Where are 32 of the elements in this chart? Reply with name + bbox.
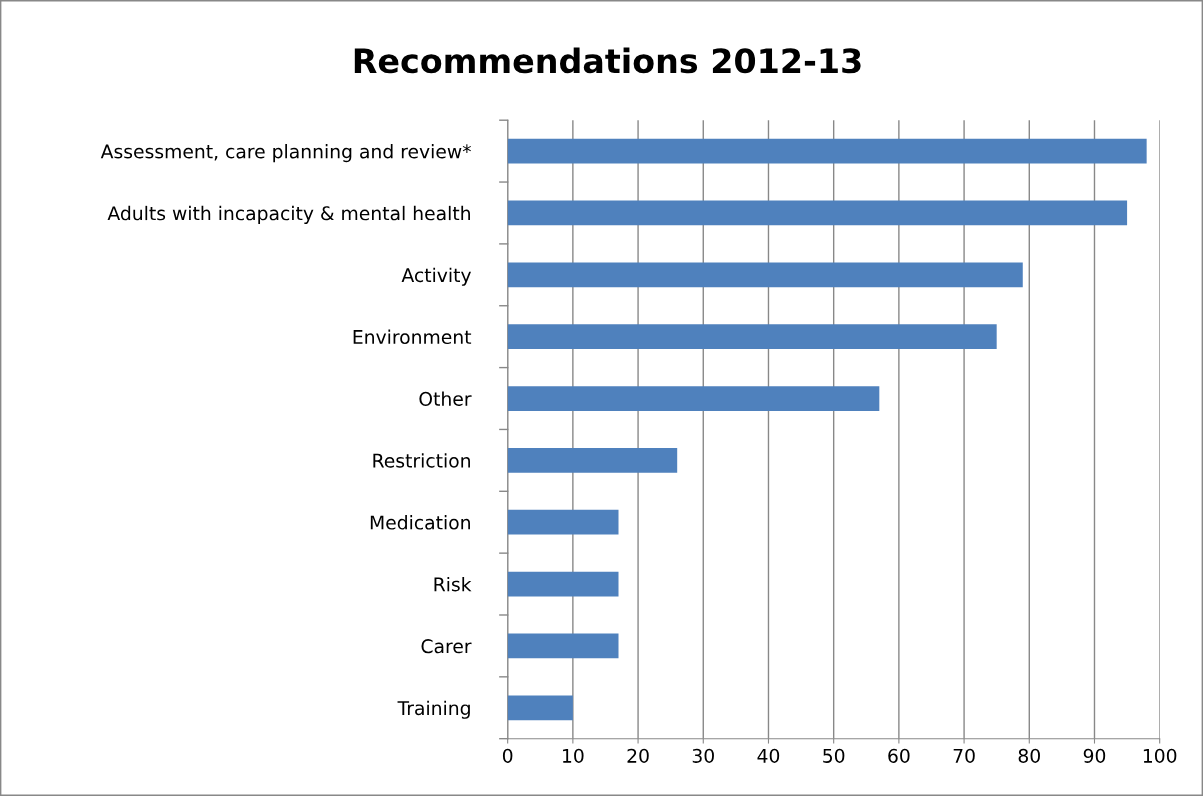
bar: [507, 448, 678, 473]
x-tick-label: 80: [1018, 748, 1040, 763]
bar: [507, 138, 1147, 164]
y-tick-label: Training: [397, 700, 470, 719]
bar: [507, 695, 573, 721]
x-tick-label: 50: [823, 748, 845, 763]
x-tick-label: 90: [1083, 748, 1106, 763]
bar: [507, 324, 997, 350]
bar: [507, 262, 1023, 288]
x-tick-label: 40: [757, 748, 780, 763]
x-tick-label: 0: [502, 748, 513, 763]
x-tick-label: 60: [888, 748, 910, 763]
bar: [507, 386, 880, 411]
chart-title: Recommendations 2012-13: [354, 47, 861, 74]
x-tick-label: 30: [692, 748, 714, 763]
bar: [507, 509, 619, 535]
x-tick-label: 70: [953, 748, 975, 763]
bar: [507, 571, 619, 597]
y-tick-label: Carer: [421, 639, 472, 654]
y-tick-label: Restriction: [373, 453, 470, 468]
y-tick-label: Risk: [434, 576, 472, 592]
x-tick-label: 20: [627, 748, 649, 763]
x-tick-label: 10: [563, 748, 584, 763]
x-tick-label: 100: [1143, 748, 1177, 763]
y-tick-label: Environment: [353, 329, 472, 345]
y-tick-label: Assessment, care planning and review*: [100, 144, 471, 163]
y-tick-label: Adults with incapacity & mental health: [107, 205, 470, 224]
bar: [507, 633, 619, 659]
y-tick-label: Activity: [401, 267, 471, 286]
y-tick-label: Medication: [370, 515, 470, 530]
bar: [507, 200, 1128, 226]
y-tick-label: Other: [419, 391, 472, 406]
